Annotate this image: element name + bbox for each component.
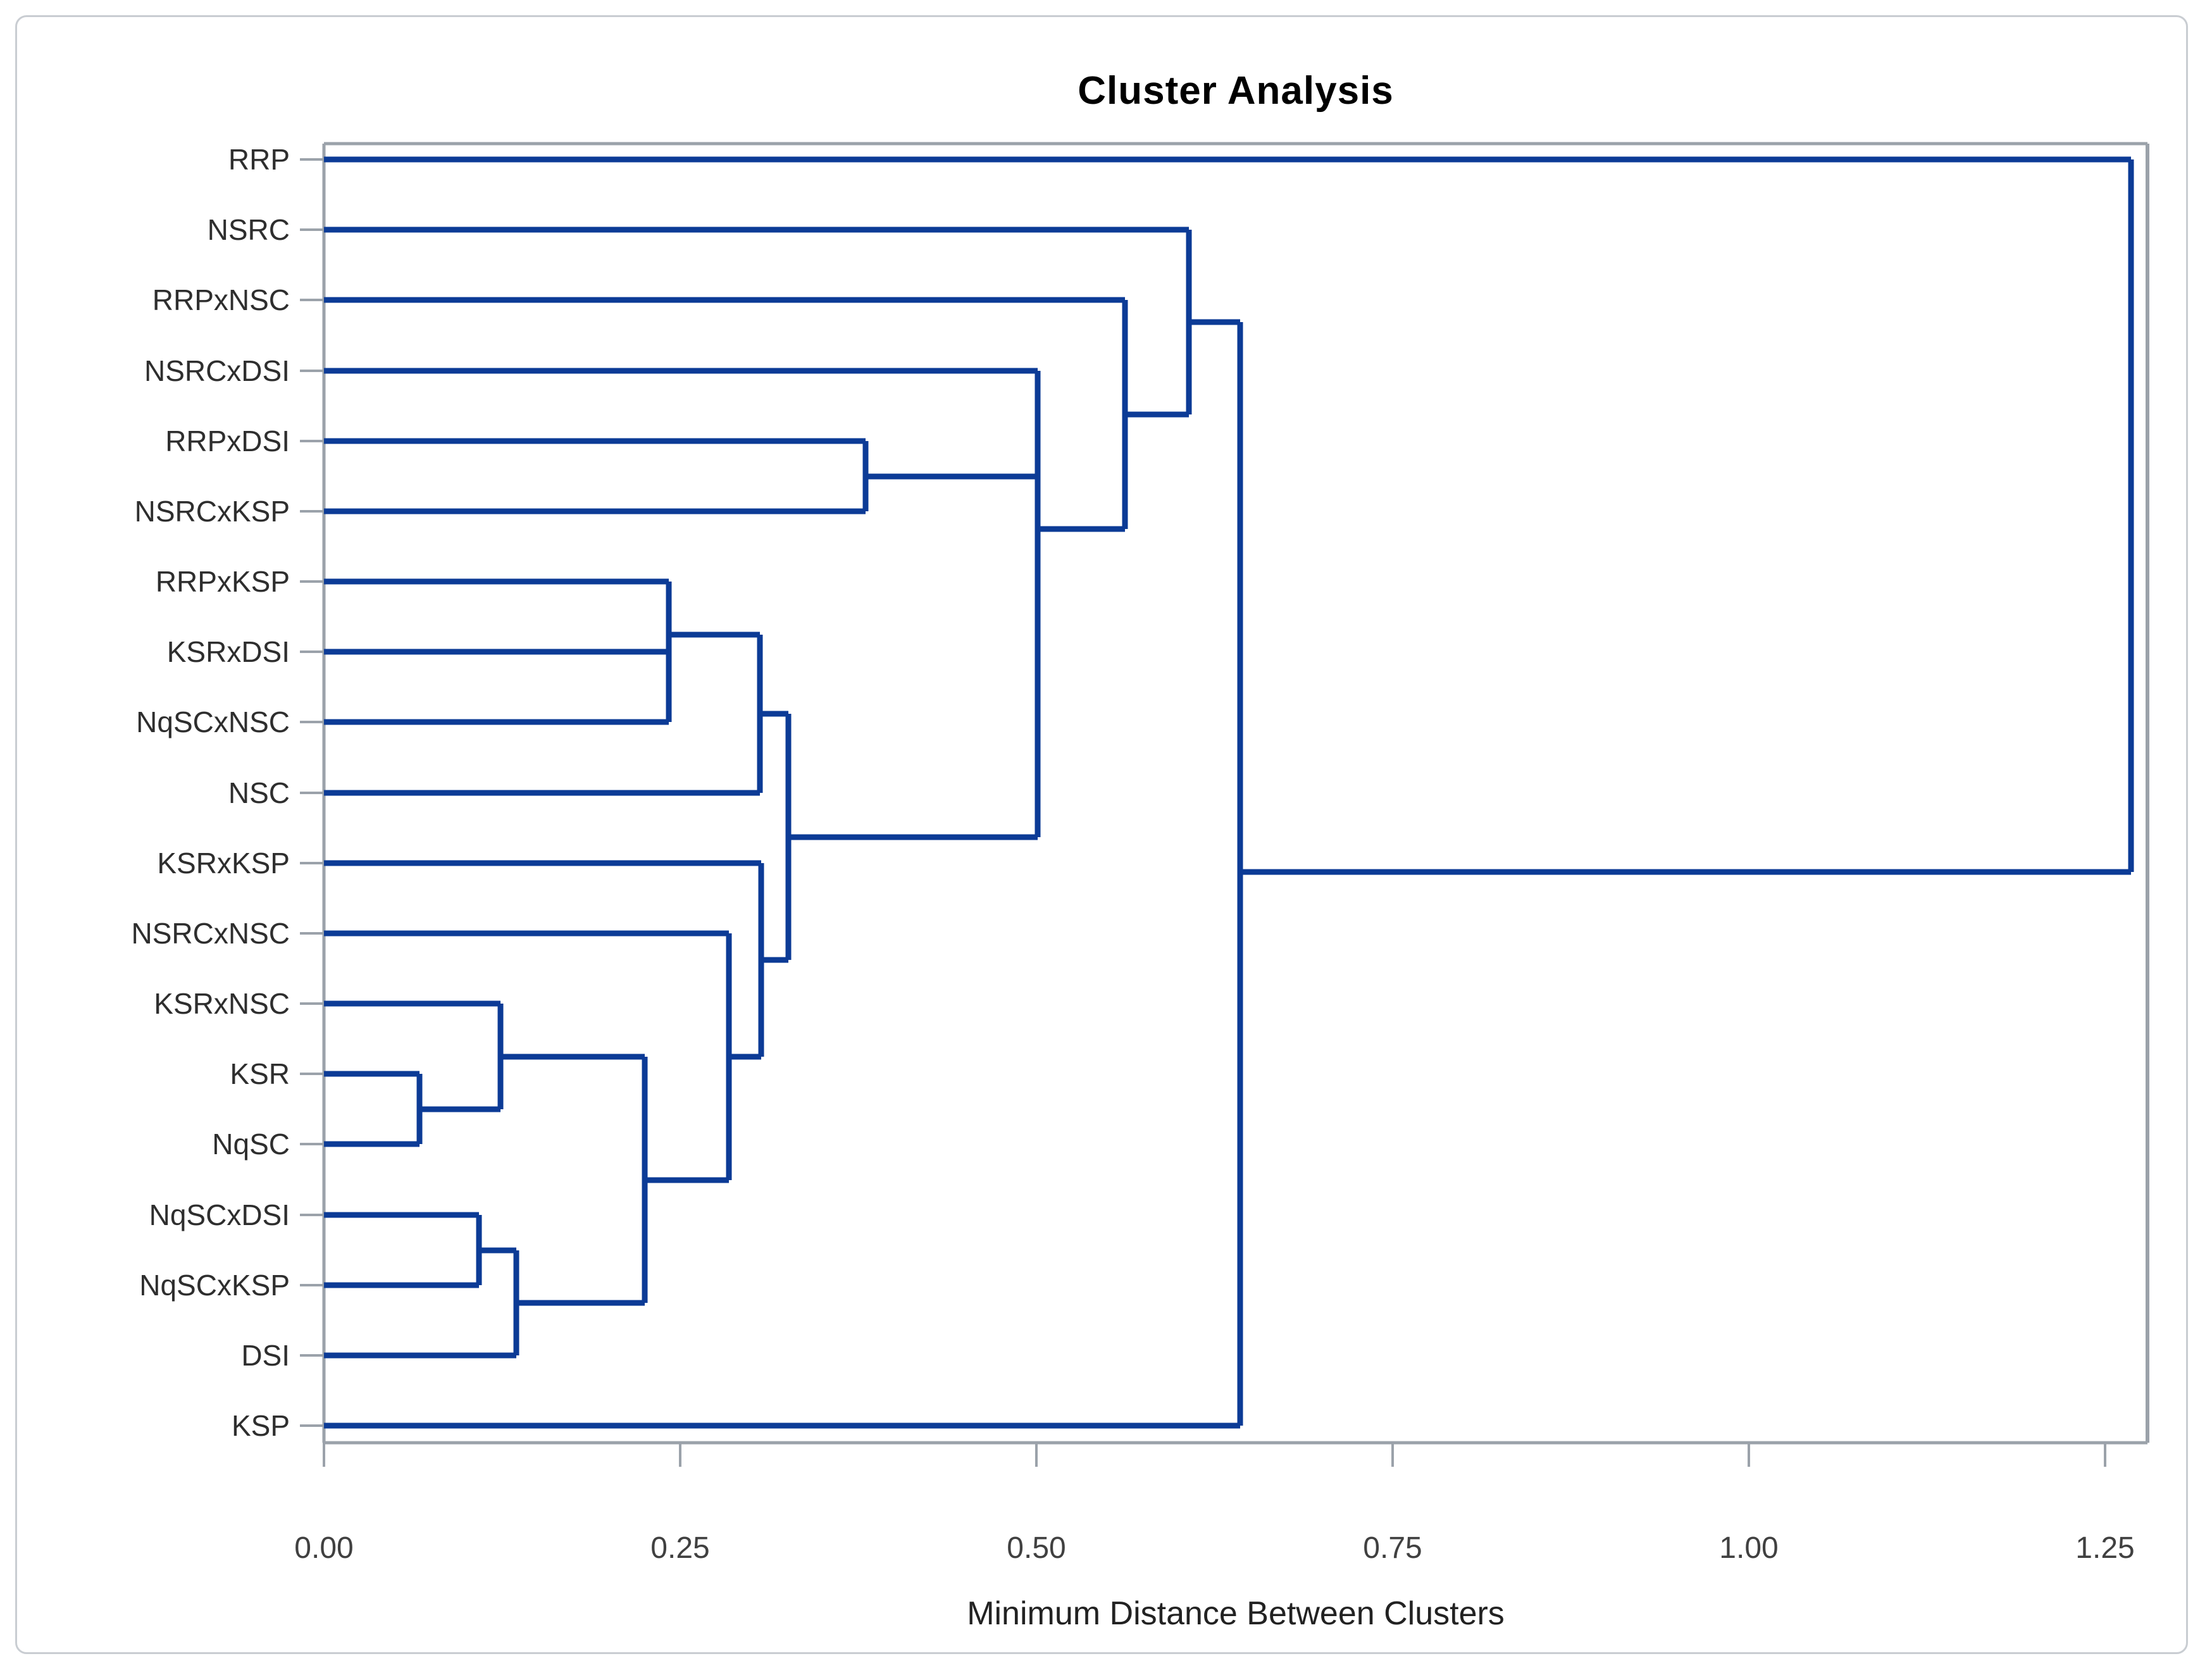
leaf-label: NqSC [212, 1128, 290, 1161]
leaf-label: RRPxNSC [152, 283, 290, 316]
chart-title: Cluster Analysis [1078, 69, 1394, 113]
leaf-label: RRPxDSI [165, 425, 290, 457]
leaf-label: NqSCxNSC [136, 706, 290, 738]
leaf-label: NSRC [208, 213, 290, 246]
leaf-label: DSI [241, 1339, 290, 1372]
x-tick-label: 0.75 [1363, 1531, 1422, 1565]
leaf-label: NSRCxKSP [135, 495, 290, 528]
x-tick-label: 0.50 [1007, 1531, 1066, 1565]
leaf-label: RRPxKSP [156, 565, 290, 598]
leaf-label: NqSCxDSI [149, 1198, 290, 1231]
x-tick-label: 0.25 [650, 1531, 709, 1565]
leaf-label: RRP [228, 143, 290, 176]
x-tick-label: 1.25 [2075, 1531, 2134, 1565]
x-tick-label: 0.00 [294, 1531, 353, 1565]
graph-outer-border [15, 15, 2188, 1654]
leaf-label: KSR [230, 1057, 290, 1090]
leaf-label: KSRxNSC [154, 987, 290, 1020]
leaf-label: NSRCxDSI [144, 354, 290, 387]
leaf-label: KSRxDSI [167, 635, 290, 668]
leaf-label: NSRCxNSC [132, 917, 290, 950]
leaf-label: NqSCxKSP [139, 1269, 290, 1302]
x-tick-label: 1.00 [1719, 1531, 1778, 1565]
leaf-label: KSP [232, 1409, 290, 1442]
leaf-label: KSRxKSP [157, 847, 290, 880]
x-axis-label: Minimum Distance Between Clusters [967, 1595, 1505, 1632]
leaf-label: NSC [228, 776, 290, 809]
